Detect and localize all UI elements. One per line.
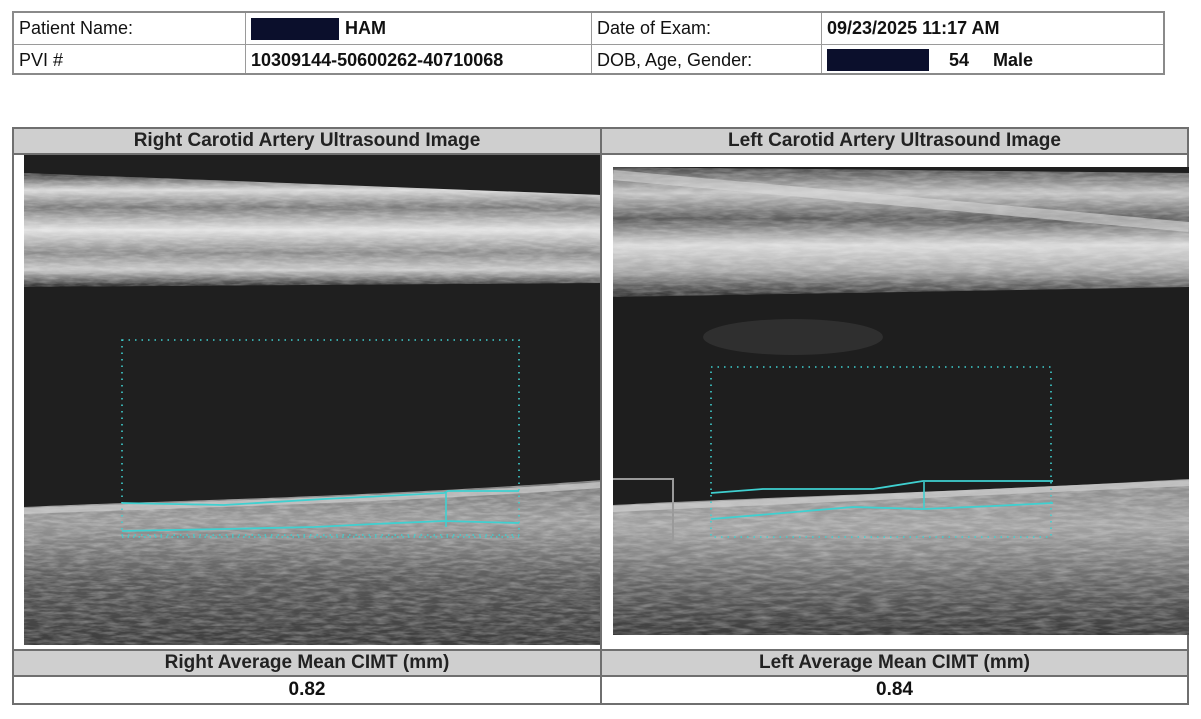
left-image-frame: [600, 155, 1189, 649]
near-wall-echo: [613, 170, 1189, 232]
left-cimt-label: Left Average Mean CIMT (mm): [600, 649, 1189, 677]
media-adventitia-trace: [710, 502, 1054, 520]
patient-name-label: Patient Name:: [19, 18, 134, 38]
gender-value: Male: [993, 49, 1034, 70]
pvi-value: 10309144-50600262-40710068: [251, 49, 504, 70]
divider: [245, 13, 246, 73]
left-cimt-value: 0.84: [600, 677, 1189, 705]
cursor-bracket: [613, 478, 674, 541]
divider: [14, 44, 1163, 45]
near-wall-texture: [24, 173, 602, 287]
roi-box: [710, 366, 1052, 538]
right-cimt-label: Right Average Mean CIMT (mm): [12, 649, 602, 677]
dob-age-gender-label: DOB, Age, Gender:: [597, 49, 753, 70]
redacted-dob: [827, 49, 929, 71]
left-image-title: Left Carotid Artery Ultrasound Image: [600, 127, 1189, 155]
near-wall-texture: [613, 167, 1189, 297]
right-image-frame: [12, 155, 602, 649]
right-image-title: Right Carotid Artery Ultrasound Image: [12, 127, 602, 155]
right-cimt-value: 0.82: [12, 677, 602, 705]
intima-line: [613, 480, 1189, 512]
patient-name-cell: HAM: [246, 13, 591, 44]
roi-box: [121, 339, 520, 536]
patient-info-table: Patient Name: HAM Date of Exam: 09/23/20…: [12, 11, 1165, 75]
patient-name-value: HAM: [345, 18, 386, 38]
pvi-label: PVI #: [19, 49, 64, 70]
redacted-name: [251, 17, 339, 40]
right-ultrasound-image: [24, 155, 602, 645]
dob-age-gender-cell: 54 Male: [822, 45, 1162, 75]
lumen-intima-trace: [710, 480, 1053, 494]
far-wall-texture: [613, 479, 1189, 635]
date-of-exam-value: 09/23/2025 11:17 AM: [827, 18, 1000, 38]
far-wall-texture: [24, 480, 602, 645]
media-adventitia-trace: [121, 520, 520, 532]
divider: [591, 13, 592, 73]
lumen-echo: [703, 319, 883, 355]
ultrasound-panel: Right Carotid Artery Ultrasound Image Le…: [12, 127, 1189, 707]
left-ultrasound-image: [613, 167, 1189, 635]
lumen-intima-trace: [121, 490, 519, 506]
age-value: 54: [949, 49, 970, 70]
divider: [821, 13, 822, 73]
date-of-exam-label: Date of Exam:: [597, 18, 712, 38]
